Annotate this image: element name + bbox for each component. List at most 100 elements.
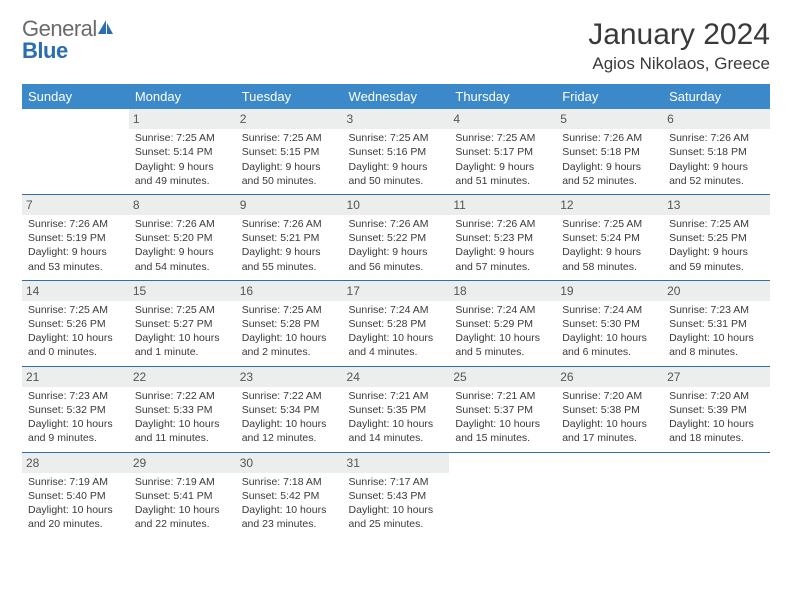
sunrise-line: Sunrise: 7:23 AM — [28, 389, 123, 403]
day-number: 13 — [663, 195, 770, 215]
day-cell: 23Sunrise: 7:22 AMSunset: 5:34 PMDayligh… — [236, 366, 343, 452]
daylight-line2: and 4 minutes. — [349, 345, 444, 359]
day-content: Sunrise: 7:22 AMSunset: 5:33 PMDaylight:… — [133, 389, 232, 446]
daylight-line2: and 20 minutes. — [28, 517, 123, 531]
sunset-line: Sunset: 5:40 PM — [28, 489, 123, 503]
day-cell — [449, 452, 556, 537]
sunset-line: Sunset: 5:18 PM — [669, 145, 764, 159]
day-number: 5 — [556, 109, 663, 129]
col-thursday: Thursday — [449, 84, 556, 109]
day-content: Sunrise: 7:25 AMSunset: 5:25 PMDaylight:… — [667, 217, 766, 274]
sunset-line: Sunset: 5:42 PM — [242, 489, 337, 503]
day-cell: 28Sunrise: 7:19 AMSunset: 5:40 PMDayligh… — [22, 452, 129, 537]
day-content: Sunrise: 7:26 AMSunset: 5:18 PMDaylight:… — [667, 131, 766, 188]
day-content: Sunrise: 7:18 AMSunset: 5:42 PMDaylight:… — [240, 475, 339, 532]
day-number: 17 — [343, 281, 450, 301]
day-cell: 14Sunrise: 7:25 AMSunset: 5:26 PMDayligh… — [22, 280, 129, 366]
day-cell: 21Sunrise: 7:23 AMSunset: 5:32 PMDayligh… — [22, 366, 129, 452]
sunrise-line: Sunrise: 7:25 AM — [135, 303, 230, 317]
sunrise-line: Sunrise: 7:25 AM — [242, 131, 337, 145]
col-friday: Friday — [556, 84, 663, 109]
sunset-line: Sunset: 5:33 PM — [135, 403, 230, 417]
day-content: Sunrise: 7:25 AMSunset: 5:28 PMDaylight:… — [240, 303, 339, 360]
daylight-line: Daylight: 10 hours — [349, 503, 444, 517]
sunrise-line: Sunrise: 7:26 AM — [562, 131, 657, 145]
sunset-line: Sunset: 5:38 PM — [562, 403, 657, 417]
day-cell: 29Sunrise: 7:19 AMSunset: 5:41 PMDayligh… — [129, 452, 236, 537]
day-cell: 17Sunrise: 7:24 AMSunset: 5:28 PMDayligh… — [343, 280, 450, 366]
sunrise-line: Sunrise: 7:17 AM — [349, 475, 444, 489]
day-content: Sunrise: 7:24 AMSunset: 5:30 PMDaylight:… — [560, 303, 659, 360]
day-content: Sunrise: 7:25 AMSunset: 5:14 PMDaylight:… — [133, 131, 232, 188]
day-number: 23 — [236, 367, 343, 387]
day-cell: 8Sunrise: 7:26 AMSunset: 5:20 PMDaylight… — [129, 194, 236, 280]
day-content: Sunrise: 7:20 AMSunset: 5:38 PMDaylight:… — [560, 389, 659, 446]
day-cell: 18Sunrise: 7:24 AMSunset: 5:29 PMDayligh… — [449, 280, 556, 366]
month-title: January 2024 — [588, 18, 770, 52]
sunset-line: Sunset: 5:19 PM — [28, 231, 123, 245]
day-content: Sunrise: 7:25 AMSunset: 5:16 PMDaylight:… — [347, 131, 446, 188]
sunset-line: Sunset: 5:37 PM — [455, 403, 550, 417]
daylight-line: Daylight: 9 hours — [135, 160, 230, 174]
sunrise-line: Sunrise: 7:25 AM — [135, 131, 230, 145]
daylight-line2: and 17 minutes. — [562, 431, 657, 445]
sunrise-line: Sunrise: 7:25 AM — [349, 131, 444, 145]
daylight-line: Daylight: 9 hours — [242, 245, 337, 259]
day-cell: 7Sunrise: 7:26 AMSunset: 5:19 PMDaylight… — [22, 194, 129, 280]
day-content: Sunrise: 7:21 AMSunset: 5:35 PMDaylight:… — [347, 389, 446, 446]
sunrise-line: Sunrise: 7:26 AM — [455, 217, 550, 231]
daylight-line2: and 9 minutes. — [28, 431, 123, 445]
day-number: 7 — [22, 195, 129, 215]
day-number: 30 — [236, 453, 343, 473]
daylight-line: Daylight: 9 hours — [28, 245, 123, 259]
day-content: Sunrise: 7:25 AMSunset: 5:15 PMDaylight:… — [240, 131, 339, 188]
daylight-line: Daylight: 10 hours — [669, 331, 764, 345]
day-content: Sunrise: 7:26 AMSunset: 5:21 PMDaylight:… — [240, 217, 339, 274]
day-cell: 3Sunrise: 7:25 AMSunset: 5:16 PMDaylight… — [343, 109, 450, 194]
daylight-line2: and 57 minutes. — [455, 260, 550, 274]
day-number: 18 — [449, 281, 556, 301]
daylight-line: Daylight: 9 hours — [455, 245, 550, 259]
sunset-line: Sunset: 5:14 PM — [135, 145, 230, 159]
day-number: 20 — [663, 281, 770, 301]
day-cell — [22, 109, 129, 194]
day-cell: 10Sunrise: 7:26 AMSunset: 5:22 PMDayligh… — [343, 194, 450, 280]
daylight-line2: and 5 minutes. — [455, 345, 550, 359]
header: General Blue January 2024 Agios Nikolaos… — [22, 18, 770, 74]
day-content: Sunrise: 7:26 AMSunset: 5:23 PMDaylight:… — [453, 217, 552, 274]
day-content: Sunrise: 7:22 AMSunset: 5:34 PMDaylight:… — [240, 389, 339, 446]
day-content: Sunrise: 7:19 AMSunset: 5:40 PMDaylight:… — [26, 475, 125, 532]
daylight-line: Daylight: 10 hours — [242, 417, 337, 431]
sunset-line: Sunset: 5:21 PM — [242, 231, 337, 245]
sunrise-line: Sunrise: 7:26 AM — [349, 217, 444, 231]
daylight-line2: and 56 minutes. — [349, 260, 444, 274]
day-cell: 11Sunrise: 7:26 AMSunset: 5:23 PMDayligh… — [449, 194, 556, 280]
day-number: 29 — [129, 453, 236, 473]
sunset-line: Sunset: 5:17 PM — [455, 145, 550, 159]
day-number: 31 — [343, 453, 450, 473]
sunrise-line: Sunrise: 7:24 AM — [562, 303, 657, 317]
daylight-line: Daylight: 10 hours — [135, 417, 230, 431]
sunset-line: Sunset: 5:39 PM — [669, 403, 764, 417]
sunrise-line: Sunrise: 7:26 AM — [135, 217, 230, 231]
day-number: 15 — [129, 281, 236, 301]
week-row: 1Sunrise: 7:25 AMSunset: 5:14 PMDaylight… — [22, 109, 770, 194]
day-cell: 4Sunrise: 7:25 AMSunset: 5:17 PMDaylight… — [449, 109, 556, 194]
day-content: Sunrise: 7:21 AMSunset: 5:37 PMDaylight:… — [453, 389, 552, 446]
day-number: 16 — [236, 281, 343, 301]
daylight-line2: and 55 minutes. — [242, 260, 337, 274]
day-cell: 22Sunrise: 7:22 AMSunset: 5:33 PMDayligh… — [129, 366, 236, 452]
col-monday: Monday — [129, 84, 236, 109]
daylight-line2: and 25 minutes. — [349, 517, 444, 531]
sunset-line: Sunset: 5:20 PM — [135, 231, 230, 245]
sunset-line: Sunset: 5:27 PM — [135, 317, 230, 331]
day-content: Sunrise: 7:19 AMSunset: 5:41 PMDaylight:… — [133, 475, 232, 532]
col-wednesday: Wednesday — [343, 84, 450, 109]
sunset-line: Sunset: 5:41 PM — [135, 489, 230, 503]
daylight-line2: and 11 minutes. — [135, 431, 230, 445]
day-number: 9 — [236, 195, 343, 215]
day-cell: 6Sunrise: 7:26 AMSunset: 5:18 PMDaylight… — [663, 109, 770, 194]
daylight-line2: and 52 minutes. — [669, 174, 764, 188]
daylight-line: Daylight: 10 hours — [669, 417, 764, 431]
sunrise-line: Sunrise: 7:20 AM — [669, 389, 764, 403]
